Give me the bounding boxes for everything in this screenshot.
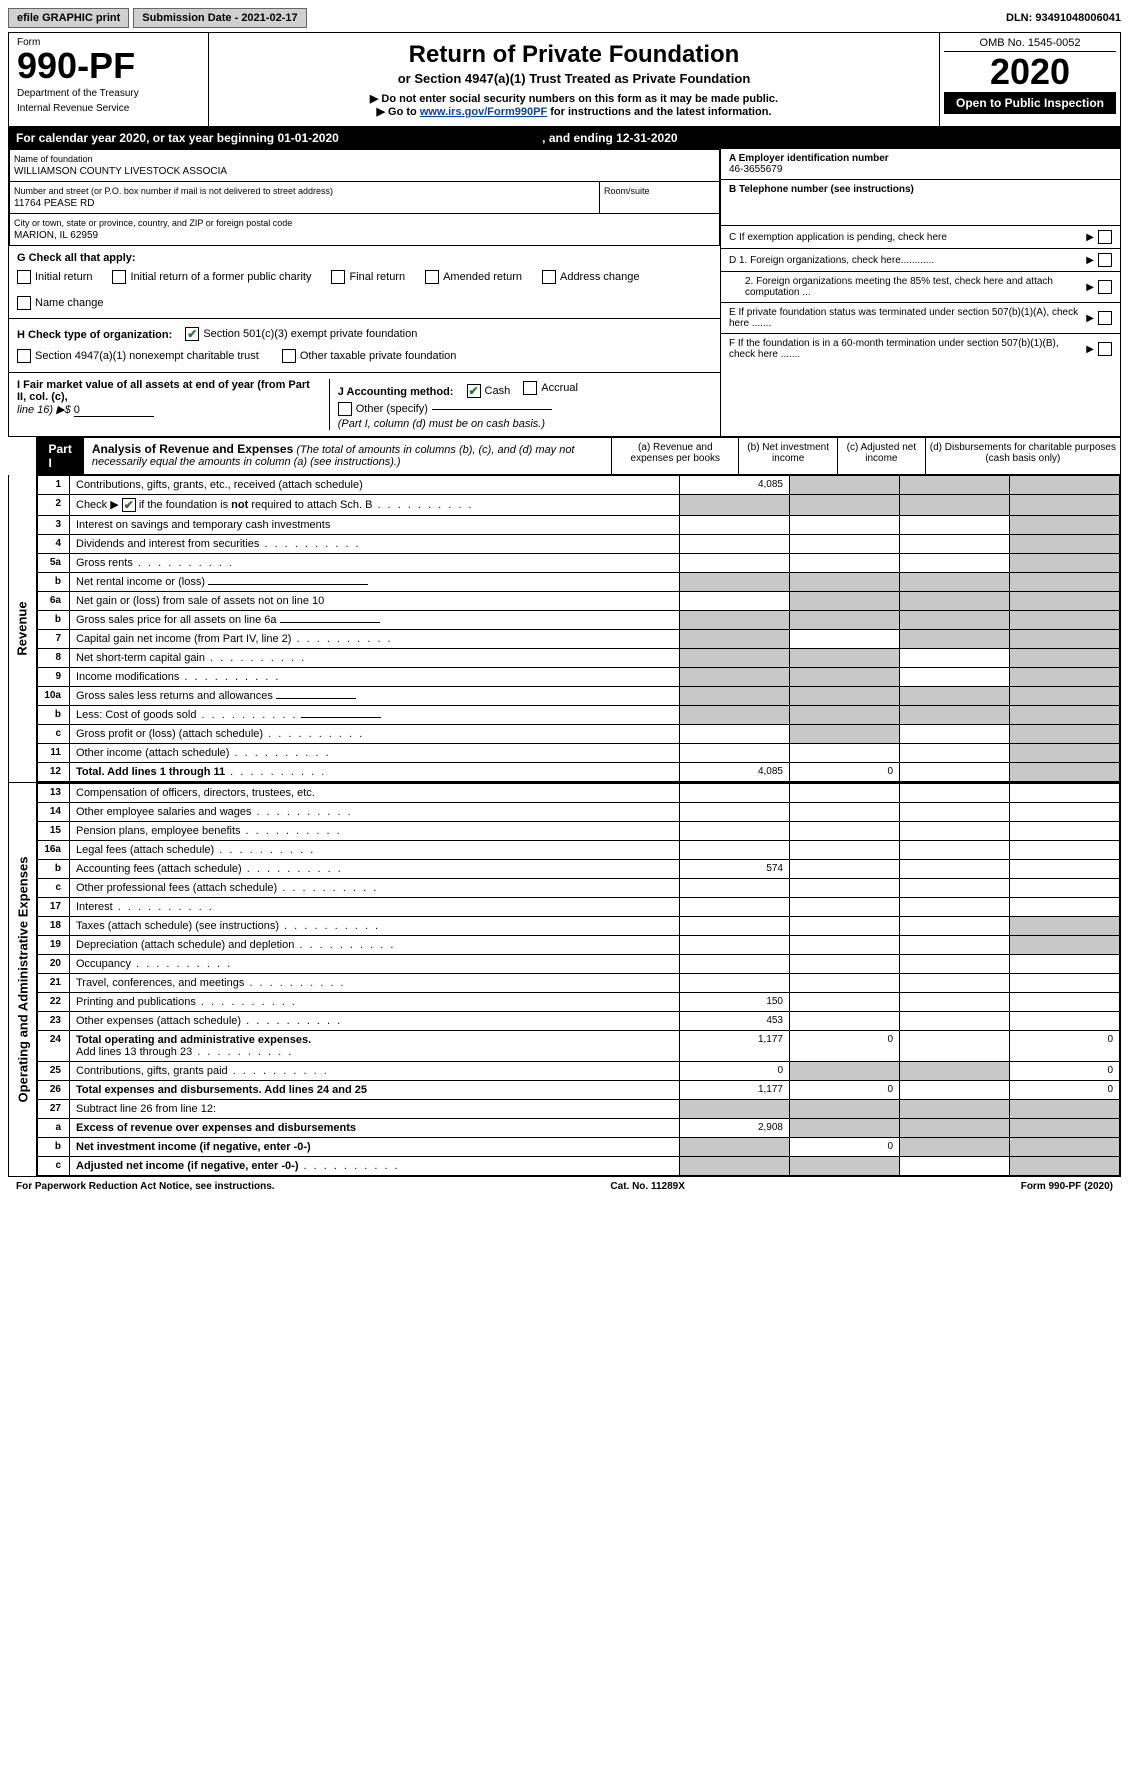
f-label: F If the foundation is in a 60-month ter… — [729, 338, 1086, 360]
e-label: E If private foundation status was termi… — [729, 307, 1086, 329]
dept-irs: Internal Revenue Service — [17, 103, 200, 114]
form-subtitle: or Section 4947(a)(1) Trust Treated as P… — [217, 71, 931, 86]
tax-year: 2020 — [944, 52, 1116, 92]
other-method-checkbox[interactable] — [338, 402, 352, 416]
irs-link[interactable]: www.irs.gov/Form990PF — [420, 106, 547, 118]
accrual-checkbox[interactable] — [523, 381, 537, 395]
city-label: City or town, state or province, country… — [14, 218, 715, 228]
expenses-side-label: Operating and Administrative Expenses — [9, 783, 37, 1176]
room-label: Room/suite — [604, 186, 715, 196]
foreign-85-checkbox[interactable] — [1098, 280, 1112, 294]
instructions-line: ▶ Go to www.irs.gov/Form990PF for instru… — [217, 105, 931, 118]
form-header: Form 990-PF Department of the Treasury I… — [8, 32, 1121, 127]
foundation-name-label: Name of foundation — [14, 154, 715, 164]
part1-title: Analysis of Revenue and Expenses (The to… — [84, 438, 612, 472]
d2-label: 2. Foreign organizations meeting the 85%… — [729, 276, 1086, 298]
status-terminated-checkbox[interactable] — [1098, 311, 1112, 325]
form-footer: Form 990-PF (2020) — [1021, 1181, 1113, 1192]
amended-return-checkbox[interactable] — [425, 270, 439, 284]
city: MARION, IL 62959 — [14, 230, 715, 241]
submission-date: Submission Date - 2021-02-17 — [133, 8, 306, 28]
catalog-number: Cat. No. 11289X — [610, 1181, 684, 1192]
paperwork-notice: For Paperwork Reduction Act Notice, see … — [16, 1181, 275, 1192]
calendar-year-row: For calendar year 2020, or tax year begi… — [8, 127, 1121, 149]
ein-value: 46-3655679 — [729, 164, 1112, 175]
ssn-warning: ▶ Do not enter social security numbers o… — [217, 92, 931, 105]
i-label: I Fair market value of all assets at end… — [17, 379, 310, 403]
top-bar: efile GRAPHIC print Submission Date - 20… — [8, 8, 1121, 28]
col-a-header: (a) Revenue and expenses per books — [612, 438, 739, 475]
d1-label: D 1. Foreign organizations, check here..… — [729, 255, 934, 266]
address-label: Number and street (or P.O. box number if… — [14, 186, 595, 196]
dln-label: DLN: 93491048006041 — [1006, 12, 1121, 24]
name-change-checkbox[interactable] — [17, 296, 31, 310]
schB-checkbox[interactable] — [122, 498, 136, 512]
phone-label: B Telephone number (see instructions) — [729, 184, 1112, 195]
open-inspection: Open to Public Inspection — [944, 92, 1116, 114]
address: 11764 PEASE RD — [14, 198, 595, 209]
ein-label: A Employer identification number — [729, 153, 1112, 164]
form-title: Return of Private Foundation — [217, 41, 931, 69]
part1-badge: Part I — [37, 438, 84, 474]
g-label: G Check all that apply: — [17, 252, 136, 264]
60month-checkbox[interactable] — [1098, 342, 1112, 356]
exemption-pending-checkbox[interactable] — [1098, 230, 1112, 244]
other-taxable-checkbox[interactable] — [282, 349, 296, 363]
final-return-checkbox[interactable] — [331, 270, 345, 284]
omb-number: OMB No. 1545-0052 — [944, 37, 1116, 52]
address-change-checkbox[interactable] — [542, 270, 556, 284]
cash-checkbox[interactable] — [467, 384, 481, 398]
footer: For Paperwork Reduction Act Notice, see … — [8, 1177, 1121, 1196]
col-b-header: (b) Net investment income — [739, 438, 838, 475]
form-number: 990-PF — [17, 48, 200, 84]
revenue-side-label: Revenue — [9, 475, 37, 782]
col-d-header: (d) Disbursements for charitable purpose… — [925, 438, 1120, 475]
initial-former-checkbox[interactable] — [112, 270, 126, 284]
h-label: H Check type of organization: — [17, 329, 172, 341]
foundation-name: WILLIAMSON COUNTY LIVESTOCK ASSOCIA — [14, 166, 715, 177]
col-c-header: (c) Adjusted net income — [838, 438, 926, 475]
j-label: J Accounting method: — [338, 386, 454, 398]
j-note: (Part I, column (d) must be on cash basi… — [338, 418, 545, 430]
4947a1-checkbox[interactable] — [17, 349, 31, 363]
dept-treasury: Department of the Treasury — [17, 88, 200, 99]
foreign-org-checkbox[interactable] — [1098, 253, 1112, 267]
efile-button[interactable]: efile GRAPHIC print — [8, 8, 129, 28]
501c3-checkbox[interactable] — [185, 327, 199, 341]
initial-return-checkbox[interactable] — [17, 270, 31, 284]
c-label: C If exemption application is pending, c… — [729, 232, 947, 243]
fmv-value: 0 — [74, 404, 154, 417]
